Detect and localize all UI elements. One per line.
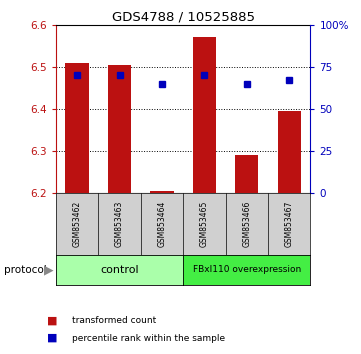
Text: percentile rank within the sample: percentile rank within the sample [72,333,225,343]
Text: ■: ■ [47,333,57,343]
Bar [65,63,89,193]
Text: GSM853463: GSM853463 [115,201,124,247]
Text: FBxl110 overexpression: FBxl110 overexpression [193,266,301,274]
Text: GSM853467: GSM853467 [285,201,294,247]
Title: GDS4788 / 10525885: GDS4788 / 10525885 [112,11,255,24]
Text: transformed count: transformed count [72,316,156,325]
Text: protocol: protocol [4,265,46,275]
Bar [108,65,131,193]
Bar [193,38,216,193]
Bar [278,111,301,193]
Bar [150,191,174,193]
Text: GSM853466: GSM853466 [242,201,251,247]
Text: GSM853464: GSM853464 [157,201,166,247]
Text: GSM853462: GSM853462 [73,201,82,247]
Text: GSM853465: GSM853465 [200,201,209,247]
Text: ■: ■ [47,315,57,325]
Bar [235,155,258,193]
Text: control: control [100,265,139,275]
Text: ▶: ▶ [44,263,53,276]
